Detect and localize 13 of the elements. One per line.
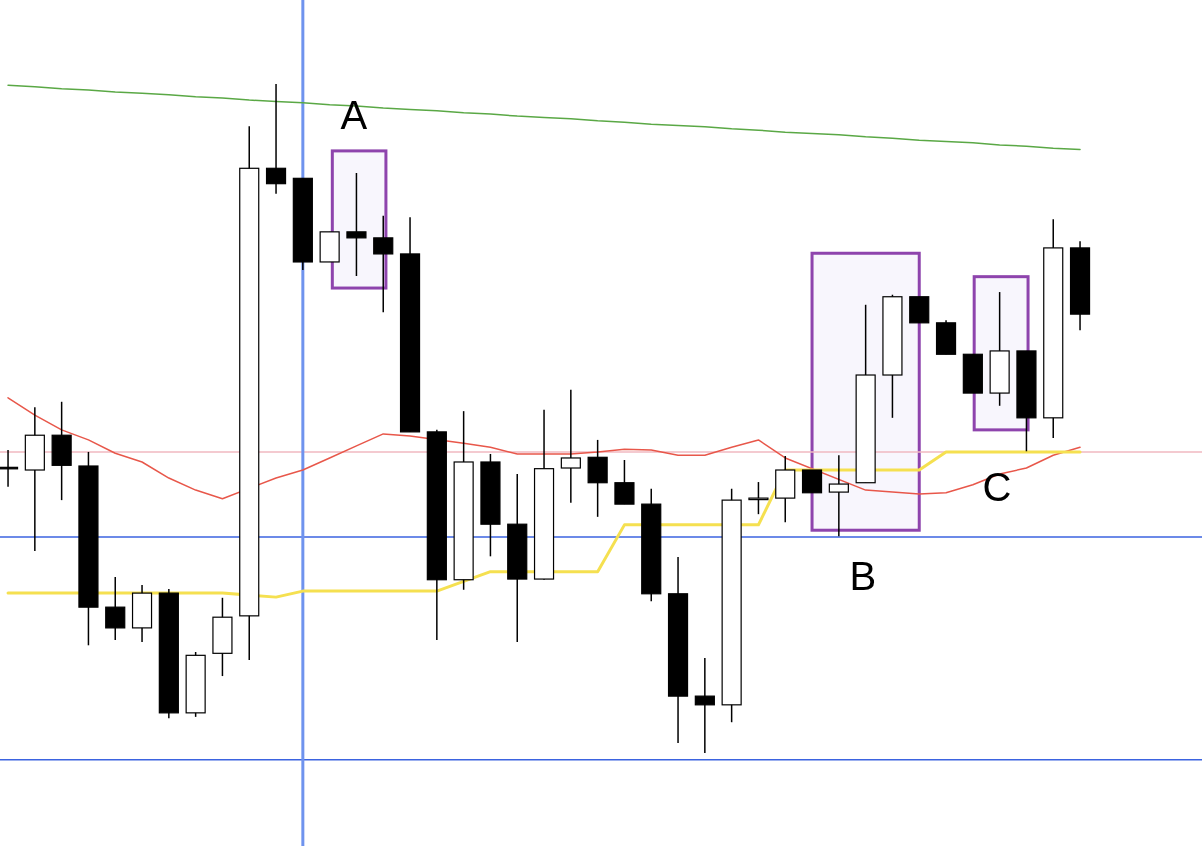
candlestick [614,459,635,505]
candlestick [105,576,126,641]
annotation: C [982,464,1012,509]
candlestick [265,83,287,195]
candlestick [828,454,849,537]
annotation: A [340,93,368,138]
candlestick [694,657,715,754]
candlestick [560,388,581,504]
candlestick [346,172,367,277]
candlestick [748,481,769,515]
candlestick [373,215,394,313]
candlestick [801,469,823,494]
annotation: B [849,554,877,599]
